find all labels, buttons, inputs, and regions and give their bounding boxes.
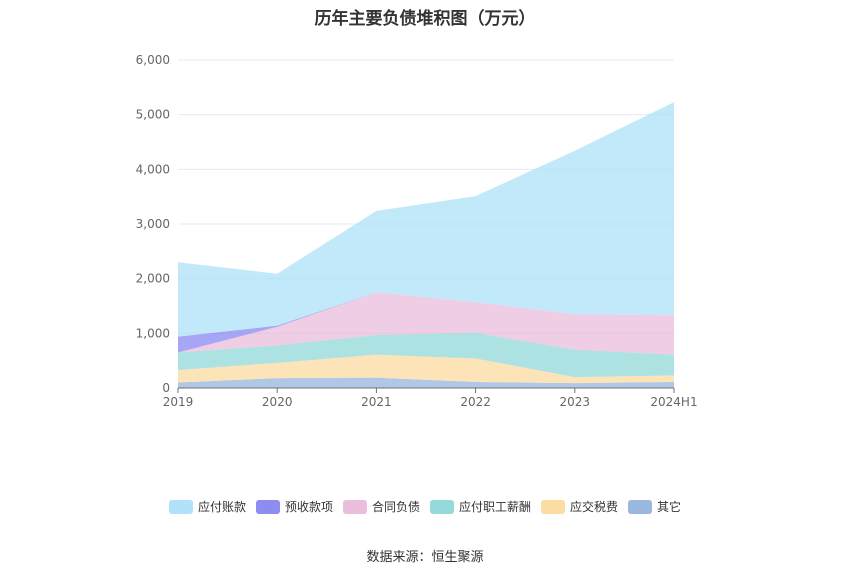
legend-label: 应付职工薪酬 bbox=[459, 500, 532, 514]
legend-label: 合同负债 bbox=[371, 500, 420, 514]
axes: 0 1,000 2,000 3,000 4,000 5,000 6,000 2019 2020 2… bbox=[136, 53, 698, 409]
chart-legend: 应付账款 预收款项 合同负债 应付职工薪酬 应交税费 其它 bbox=[0, 498, 850, 515]
y-tick-label: 0 bbox=[162, 381, 170, 395]
legend-item[interactable]: 其它 bbox=[628, 498, 681, 515]
x-tick-label: 2019 bbox=[163, 395, 194, 409]
area-series bbox=[178, 292, 674, 355]
y-tick-label: 6,000 bbox=[136, 53, 170, 67]
area-series bbox=[178, 377, 674, 388]
legend-swatch bbox=[255, 499, 280, 514]
legend-item[interactable]: 应付账款 bbox=[168, 498, 246, 515]
y-tick-label: 5,000 bbox=[136, 108, 170, 122]
legend-swatch bbox=[168, 499, 193, 514]
x-tick-label: 2021 bbox=[361, 395, 392, 409]
legend-swatch bbox=[628, 499, 653, 514]
y-tick-label: 2,000 bbox=[136, 272, 170, 286]
x-tick-label: 2022 bbox=[460, 395, 491, 409]
legend-swatch bbox=[430, 499, 454, 514]
x-tick-label: 2024H1 bbox=[650, 395, 697, 409]
legend-item[interactable]: 应付职工薪酬 bbox=[430, 498, 531, 515]
legend-swatch bbox=[342, 499, 367, 514]
legend-label: 其它 bbox=[657, 500, 682, 514]
legend-label: 预收款项 bbox=[284, 500, 333, 514]
legend-item[interactable]: 预收款项 bbox=[255, 498, 333, 515]
legend-item[interactable]: 合同负债 bbox=[342, 498, 420, 515]
legend-swatch bbox=[541, 499, 566, 514]
chart-title: 历年主要负债堆积图（万元） bbox=[314, 9, 536, 29]
y-tick-label: 1,000 bbox=[136, 326, 170, 340]
legend-label: 应交税费 bbox=[570, 500, 619, 514]
y-tick-label: 3,000 bbox=[136, 217, 170, 231]
area-series-layer bbox=[178, 102, 674, 388]
y-tick-label: 4,000 bbox=[136, 162, 170, 176]
data-source-note: 数据来源：恒生聚源 bbox=[366, 550, 484, 565]
legend-label: 应付账款 bbox=[197, 500, 246, 514]
legend-item[interactable]: 应交税费 bbox=[541, 498, 618, 515]
area-series bbox=[178, 354, 674, 384]
x-tick-label: 2020 bbox=[262, 395, 293, 409]
x-tick-label: 2023 bbox=[560, 395, 591, 409]
area-series bbox=[178, 102, 674, 337]
area-series bbox=[178, 332, 674, 378]
